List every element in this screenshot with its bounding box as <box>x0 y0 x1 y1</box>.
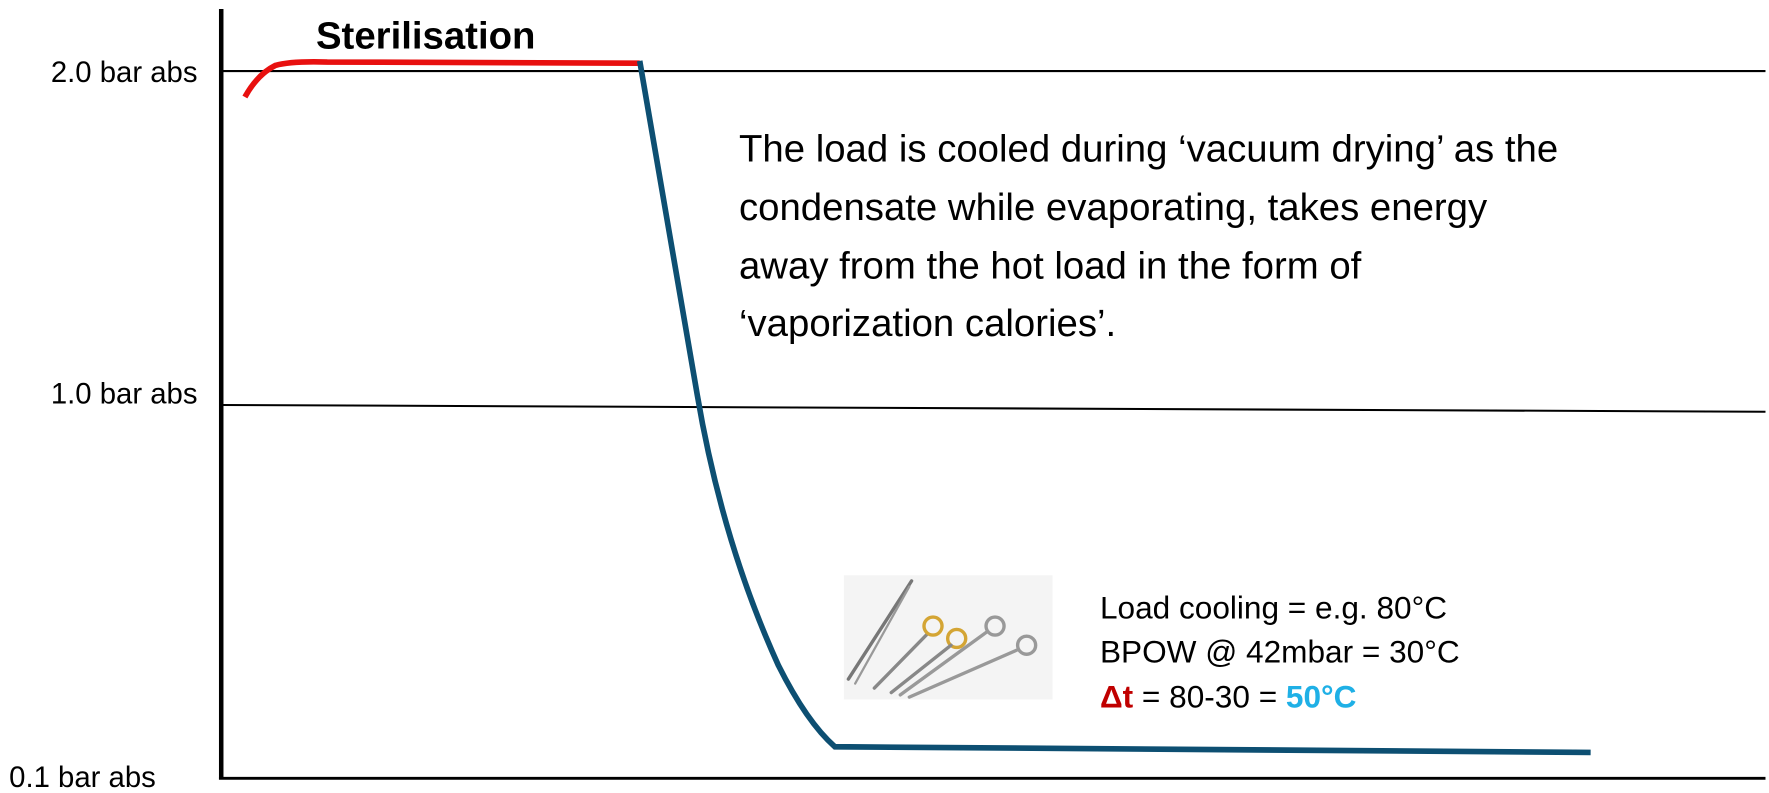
delta-result: 50°C <box>1286 679 1357 715</box>
axis-label: 0.1 bar abs <box>9 761 156 793</box>
calculation: Load cooling = e.g. 80°C BPOW @ 42mbar =… <box>1100 590 1460 715</box>
delta-symbol: Δt <box>1100 679 1134 715</box>
description-line: condensate while evaporating, takes ener… <box>739 186 1488 229</box>
description-line: away from the hot load in the form of <box>739 245 1362 288</box>
description: The load is cooled during ‘vacuum drying… <box>739 127 1558 345</box>
sterilisation-curve <box>242 59 640 99</box>
calc-line: BPOW @ 42mbar = 30°C <box>1100 634 1460 670</box>
scissors-ring <box>984 615 1006 637</box>
tweezers <box>854 585 911 685</box>
axis-label: 1.0 bar abs <box>51 378 198 411</box>
description-line: The load is cooled during ‘vacuum drying… <box>739 127 1558 170</box>
scissors-ring <box>922 615 944 637</box>
drying-curve <box>636 60 1591 756</box>
level-line <box>221 403 1766 413</box>
scissors <box>907 648 1020 699</box>
title: Sterilisation <box>316 14 535 57</box>
axis-label: 2.0 bar abs <box>51 56 198 89</box>
scissors <box>898 630 989 697</box>
scissors <box>889 643 953 695</box>
calc-line: Load cooling = e.g. 80°C <box>1100 590 1447 626</box>
delta-expr: = 80-30 = <box>1133 679 1286 715</box>
calc-line: Δt = 80-30 = 50°C <box>1100 679 1357 715</box>
scissors-ring <box>945 627 968 650</box>
instruments-icon <box>843 575 1053 700</box>
scissors <box>872 632 930 690</box>
tweezers <box>846 579 914 681</box>
scissors-ring <box>1015 634 1038 656</box>
description-line: ‘vaporization calories’. <box>739 302 1116 345</box>
